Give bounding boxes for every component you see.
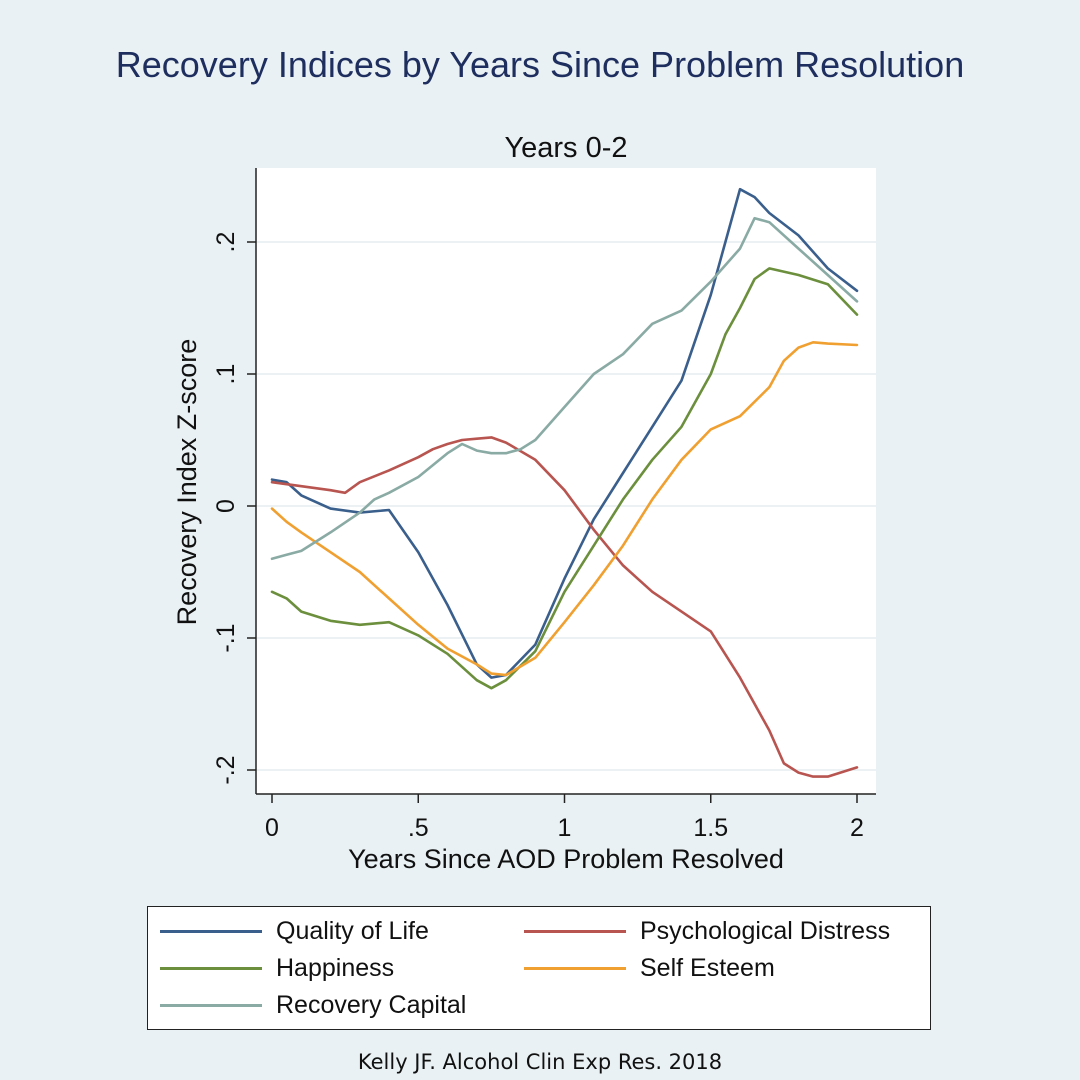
y-tick-label: 0 (212, 499, 240, 513)
legend-swatch-recovery-capital (160, 1004, 262, 1007)
legend-label-recovery-capital: Recovery Capital (276, 991, 467, 1019)
x-tick-label: .5 (408, 814, 429, 842)
page-title: Recovery Indices by Years Since Problem … (115, 44, 965, 85)
legend-item-psychological-distress: Psychological Distress (524, 917, 890, 946)
series-line-psychological-distress (270, 436, 859, 778)
legend-label-happiness: Happiness (276, 954, 395, 982)
y-tick-label: -.1 (212, 623, 240, 652)
y-tick-label: .1 (212, 364, 240, 385)
y-tick-label: .2 (212, 232, 240, 253)
legend-label-self-esteem: Self Esteem (640, 954, 775, 982)
legend-swatch-psychological-distress (524, 930, 626, 933)
y-axis-label: Recovery Index Z-score (172, 339, 202, 626)
legend-item-recovery-capital: Recovery Capital (160, 991, 466, 1020)
x-tick-label: 1.5 (693, 814, 728, 842)
x-tick-label: 2 (850, 814, 864, 842)
legend-label-quality-of-life: Quality of Life (276, 917, 429, 945)
citation: Kelly JF. Alcohol Clin Exp Res. 2018 (357, 1050, 723, 1074)
series-line-happiness (270, 267, 859, 690)
line-chart: -.2 -.1 0 .1 .2 0 .5 1 1.5 2 Years 0-2 Years Since … (172, 132, 876, 874)
chart-title: Years 0-2 (504, 132, 627, 164)
x-tick-label: 0 (265, 814, 279, 842)
series-line-recovery-capital (270, 216, 859, 561)
legend-swatch-quality-of-life (160, 930, 262, 933)
legend-swatch-happiness (160, 967, 262, 970)
y-tick-label: -.2 (212, 755, 240, 784)
legend-item-quality-of-life: Quality of Life (160, 917, 429, 946)
legend-label-psychological-distress: Psychological Distress (640, 917, 891, 945)
legend-item-happiness: Happiness (160, 954, 394, 983)
legend-swatch-self-esteem (524, 967, 626, 970)
x-tick-label: 1 (558, 814, 572, 842)
x-axis-label: Years Since AOD Problem Resolved (348, 844, 784, 874)
legend-item-self-esteem: Self Esteem (524, 954, 775, 983)
series-line-self-esteem (270, 340, 859, 677)
chart-legend: Quality of Life Psychological Distress H… (147, 906, 931, 1030)
plot-area (256, 168, 876, 794)
